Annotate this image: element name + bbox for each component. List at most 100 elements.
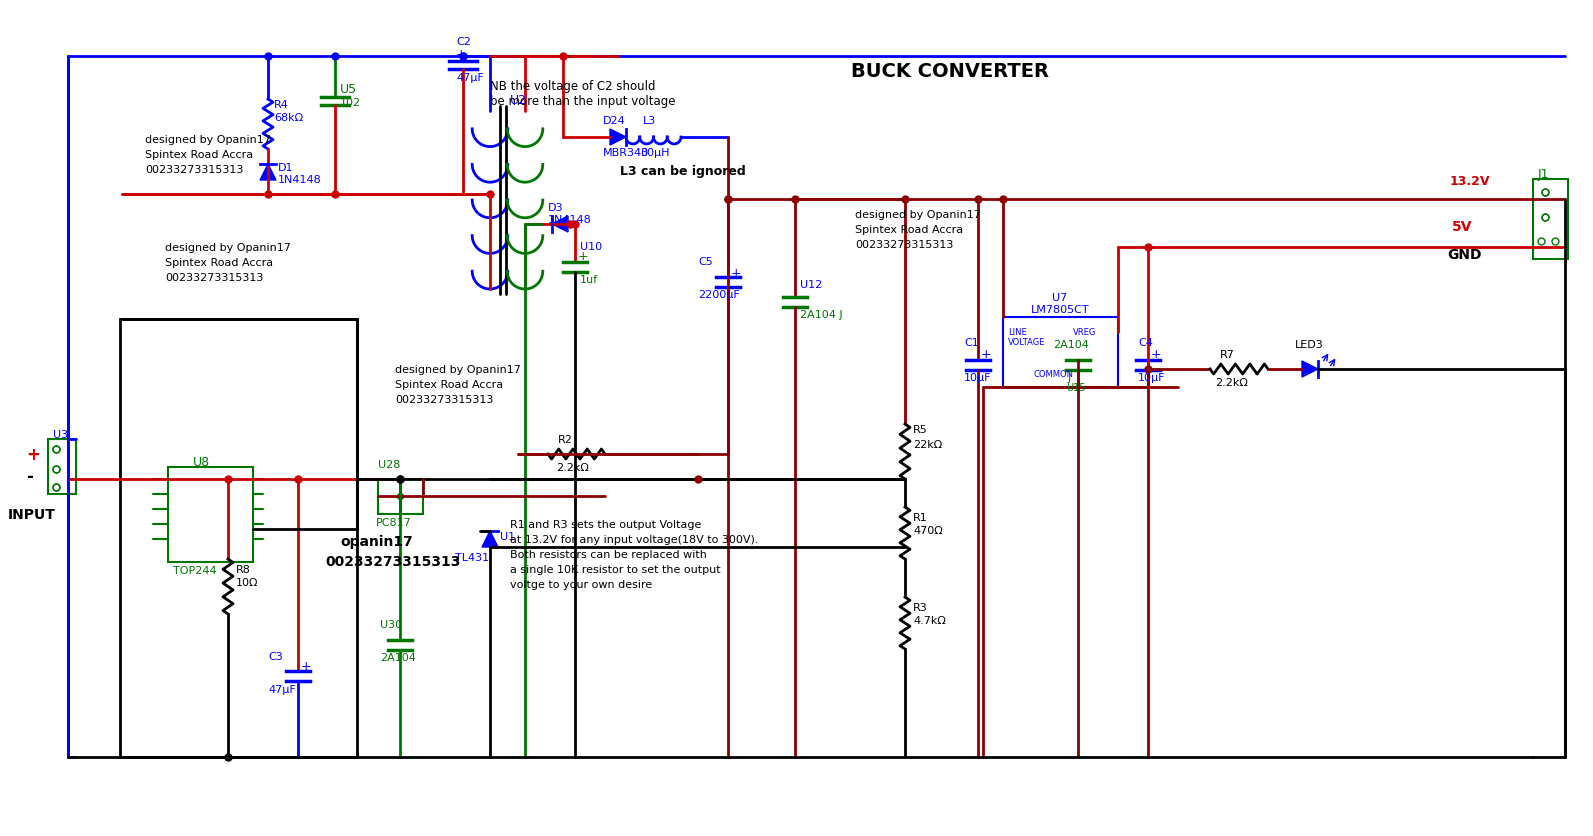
Text: LM7805CT: LM7805CT [1031, 304, 1090, 314]
Text: designed by Opanin17: designed by Opanin17 [166, 242, 292, 252]
Text: NB the voltage of C2 should: NB the voltage of C2 should [491, 80, 655, 93]
Text: U2: U2 [510, 94, 527, 107]
Text: COMMON: COMMON [1032, 370, 1074, 379]
Text: 13.2V: 13.2V [1450, 175, 1491, 188]
Text: U8: U8 [193, 456, 210, 468]
Text: R5: R5 [913, 425, 927, 435]
Text: Spintex Road Accra: Spintex Road Accra [855, 225, 964, 235]
Bar [119, 319, 357, 757]
Text: 10μF: 10μF [1137, 373, 1166, 383]
Text: 00233273315313: 00233273315313 [855, 240, 953, 250]
Text: 22kΩ: 22kΩ [913, 440, 941, 450]
Text: BUCK CONVERTER: BUCK CONVERTER [851, 62, 1050, 81]
Text: U1: U1 [500, 532, 515, 542]
Text: 1uf: 1uf [580, 275, 597, 285]
Text: 2.2kΩ: 2.2kΩ [1215, 378, 1247, 388]
Text: +: + [456, 48, 467, 61]
Polygon shape [483, 532, 499, 548]
Text: 5V: 5V [1451, 220, 1472, 234]
Text: D24: D24 [604, 116, 626, 126]
Text: C5: C5 [698, 257, 712, 267]
Text: R8: R8 [236, 564, 250, 574]
Text: voltge to your own desire: voltge to your own desire [510, 579, 652, 589]
Text: 47μF: 47μF [268, 684, 296, 694]
Text: LED3: LED3 [1295, 339, 1324, 349]
Text: be more than the input voltage: be more than the input voltage [491, 95, 675, 108]
Text: PC817: PC817 [376, 517, 411, 528]
Text: +: + [301, 660, 312, 672]
Text: U12: U12 [800, 280, 822, 289]
Text: U10: U10 [580, 242, 602, 252]
Text: L3 can be ignored: L3 can be ignored [620, 165, 746, 178]
Bar [1532, 180, 1568, 260]
Text: Spintex Road Accra: Spintex Road Accra [395, 380, 503, 390]
Text: U7: U7 [1053, 293, 1067, 303]
Text: D3: D3 [548, 203, 564, 212]
Text: J1: J1 [1537, 168, 1550, 181]
Bar [48, 440, 76, 494]
Text: R4: R4 [274, 99, 288, 110]
Text: designed by Opanin17: designed by Opanin17 [145, 135, 271, 145]
Text: +: + [731, 267, 742, 280]
Text: designed by Opanin17: designed by Opanin17 [855, 210, 981, 220]
Text: 1N4148: 1N4148 [548, 215, 591, 225]
Text: C4: C4 [1137, 338, 1153, 348]
Text: C1: C1 [964, 338, 978, 348]
Text: 30μH: 30μH [640, 148, 669, 158]
Polygon shape [260, 165, 276, 181]
Text: 00233273315313: 00233273315313 [166, 273, 263, 283]
Text: R1 and R3 sets the output Voltage: R1 and R3 sets the output Voltage [510, 519, 701, 529]
Text: TOP244: TOP244 [174, 565, 217, 575]
Text: Spintex Road Accra: Spintex Road Accra [145, 150, 253, 160]
Text: VOLTAGE: VOLTAGE [1008, 338, 1045, 347]
Text: LINE: LINE [1008, 328, 1027, 337]
Text: opanin17: opanin17 [339, 534, 413, 548]
Text: 10μF: 10μF [964, 373, 991, 383]
Text: R3: R3 [913, 602, 927, 612]
Text: 00233273315313: 00233273315313 [145, 165, 244, 175]
Text: 00233273315313: 00233273315313 [325, 554, 460, 568]
Text: R1: R1 [913, 512, 927, 522]
Text: C2: C2 [456, 37, 472, 47]
Text: 47μF: 47μF [456, 73, 484, 83]
Text: 2A104 J: 2A104 J [800, 309, 843, 319]
Text: J: J [1067, 373, 1070, 383]
Text: D1: D1 [279, 163, 293, 173]
Polygon shape [1301, 361, 1317, 378]
Text: +: + [25, 446, 40, 463]
Text: 470Ω: 470Ω [913, 525, 943, 535]
Text: R7: R7 [1220, 349, 1235, 359]
Text: 4.7kΩ: 4.7kΩ [913, 615, 946, 625]
Text: MBR340: MBR340 [604, 148, 648, 158]
Text: VREG: VREG [1074, 328, 1096, 337]
Text: Both resistors can be replaced with: Both resistors can be replaced with [510, 549, 707, 559]
Text: designed by Opanin17: designed by Opanin17 [395, 364, 521, 375]
Text: R2: R2 [558, 435, 573, 445]
Text: 2A104: 2A104 [1053, 339, 1090, 349]
Text: U28: U28 [378, 460, 400, 470]
Text: TL431: TL431 [456, 553, 489, 563]
Text: 68kΩ: 68kΩ [274, 113, 303, 123]
Polygon shape [553, 217, 569, 232]
Text: U30: U30 [381, 619, 401, 630]
Text: GND: GND [1446, 247, 1481, 262]
Text: INPUT: INPUT [8, 507, 56, 522]
Text: U15: U15 [1066, 383, 1085, 393]
Text: U5: U5 [339, 83, 357, 96]
Text: L3: L3 [644, 116, 656, 126]
Text: 00233273315313: 00233273315313 [395, 395, 494, 405]
Text: at 13.2V for any input voltage(18V to 300V).: at 13.2V for any input voltage(18V to 30… [510, 534, 758, 544]
Text: Spintex Road Accra: Spintex Road Accra [166, 257, 272, 268]
Text: C3: C3 [268, 651, 282, 661]
Text: 10Ω: 10Ω [236, 578, 258, 588]
Text: +: + [578, 250, 589, 263]
Polygon shape [610, 130, 626, 145]
Text: +: + [981, 348, 991, 360]
Bar [167, 467, 253, 563]
Text: -: - [25, 467, 33, 486]
Text: U3: U3 [53, 430, 68, 440]
Text: 2200μF: 2200μF [698, 289, 739, 299]
Text: 1N4148: 1N4148 [279, 175, 322, 185]
Bar [1004, 318, 1118, 388]
Text: 2.2kΩ: 2.2kΩ [556, 462, 589, 472]
